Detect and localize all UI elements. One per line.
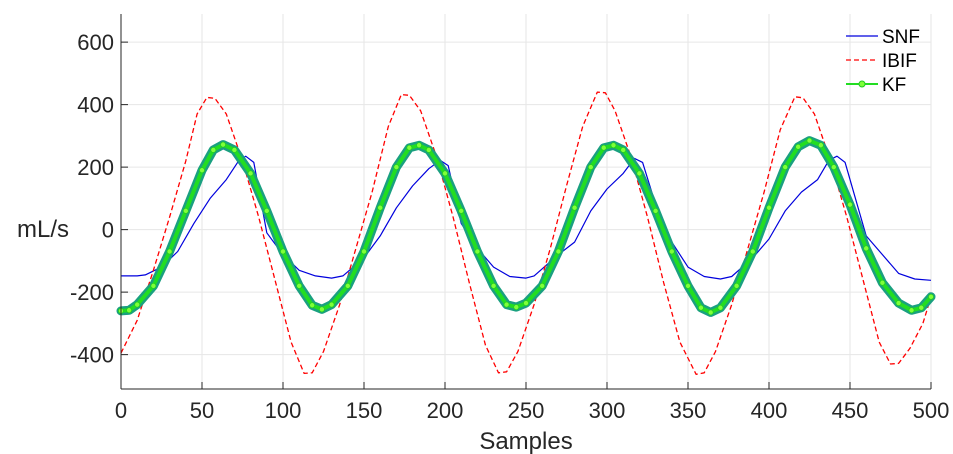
legend-entry-ibif: IBIF bbox=[846, 51, 917, 72]
data-point bbox=[406, 144, 413, 151]
x-tick-label: 400 bbox=[751, 398, 788, 423]
data-point bbox=[697, 304, 704, 311]
data-point bbox=[707, 309, 714, 316]
data-point bbox=[766, 204, 773, 211]
data-point bbox=[879, 279, 886, 286]
data-point bbox=[610, 142, 617, 149]
data-point bbox=[377, 204, 384, 211]
data-point bbox=[318, 306, 325, 313]
axes bbox=[120, 14, 932, 390]
data-point bbox=[571, 204, 578, 211]
x-tick-label: 50 bbox=[190, 398, 214, 423]
data-point bbox=[166, 248, 173, 255]
data-point bbox=[247, 170, 254, 177]
x-tick-label: 250 bbox=[508, 398, 545, 423]
tick-labels: 0 50 100 150 200 250 300 350 400 450 500 -400 -200 0 2… bbox=[70, 30, 949, 423]
data-point bbox=[490, 282, 497, 289]
data-point bbox=[895, 300, 902, 307]
data-point bbox=[393, 164, 400, 171]
data-point bbox=[918, 304, 925, 311]
y-tick-label: 200 bbox=[77, 155, 114, 180]
legend-label: KF bbox=[882, 75, 906, 96]
data-point bbox=[636, 170, 643, 177]
data-point bbox=[928, 293, 935, 300]
data-point bbox=[210, 146, 217, 153]
y-tick-label: -200 bbox=[70, 280, 114, 305]
data-point bbox=[503, 301, 510, 308]
data-point bbox=[806, 137, 813, 144]
data-point bbox=[263, 207, 270, 214]
series-snf bbox=[121, 155, 932, 281]
data-point bbox=[782, 164, 789, 171]
x-tick-label: 350 bbox=[670, 398, 707, 423]
data-point bbox=[620, 146, 627, 153]
series-layer bbox=[116, 91, 936, 375]
data-point bbox=[795, 143, 802, 150]
data-point bbox=[830, 164, 837, 171]
grid bbox=[120, 14, 932, 389]
series-line bbox=[121, 155, 932, 281]
data-point bbox=[296, 282, 303, 289]
y-tick-label: 400 bbox=[77, 93, 114, 118]
legend-label: SNF bbox=[882, 27, 920, 48]
data-point bbox=[458, 207, 465, 214]
data-point bbox=[416, 142, 423, 149]
x-axis-title: Samples bbox=[479, 428, 572, 454]
legend-marker bbox=[858, 80, 866, 88]
data-point bbox=[513, 304, 520, 311]
data-point bbox=[749, 248, 756, 255]
x-tick-label: 450 bbox=[832, 398, 869, 423]
data-point bbox=[474, 248, 481, 255]
y-tick-label: -400 bbox=[70, 343, 114, 368]
data-point bbox=[668, 248, 675, 255]
data-point bbox=[231, 146, 238, 153]
data-point bbox=[847, 201, 854, 208]
x-tick-label: 0 bbox=[115, 398, 127, 423]
data-point bbox=[309, 302, 316, 309]
data-point bbox=[220, 141, 227, 148]
x-tick-label: 300 bbox=[589, 398, 626, 423]
data-point bbox=[555, 248, 562, 255]
x-tick-label: 150 bbox=[346, 398, 383, 423]
data-point bbox=[328, 301, 335, 308]
data-point bbox=[198, 167, 205, 174]
legend: SNF IBIF KF bbox=[846, 27, 920, 96]
data-point bbox=[134, 301, 141, 308]
data-point bbox=[344, 282, 351, 289]
data-point bbox=[441, 170, 448, 177]
data-point bbox=[908, 307, 915, 314]
data-point bbox=[126, 307, 133, 314]
legend-entry-snf: SNF bbox=[846, 27, 920, 48]
x-tick-label: 200 bbox=[427, 398, 464, 423]
legend-entry-kf: KF bbox=[846, 75, 906, 96]
y-tick-label: 600 bbox=[77, 30, 114, 55]
data-point bbox=[360, 248, 367, 255]
x-tick-label: 100 bbox=[265, 398, 302, 423]
data-point bbox=[733, 282, 740, 289]
data-point bbox=[652, 207, 659, 214]
data-point bbox=[523, 300, 530, 307]
data-point bbox=[587, 164, 594, 171]
data-point bbox=[717, 304, 724, 311]
y-tick-label: 0 bbox=[102, 218, 114, 243]
y-axis-title: mL/s bbox=[17, 216, 69, 243]
series-line bbox=[120, 91, 932, 375]
legend-label: IBIF bbox=[882, 51, 917, 72]
data-point bbox=[685, 282, 692, 289]
x-tick-label: 500 bbox=[913, 398, 950, 423]
data-point bbox=[600, 144, 607, 151]
series-kf bbox=[116, 136, 936, 317]
data-point bbox=[863, 245, 870, 252]
data-point bbox=[425, 146, 432, 153]
data-point bbox=[150, 282, 157, 289]
series-ibif bbox=[120, 91, 932, 375]
data-point bbox=[539, 282, 546, 289]
data-point bbox=[817, 142, 824, 149]
data-point bbox=[279, 248, 286, 255]
data-point bbox=[182, 207, 189, 214]
